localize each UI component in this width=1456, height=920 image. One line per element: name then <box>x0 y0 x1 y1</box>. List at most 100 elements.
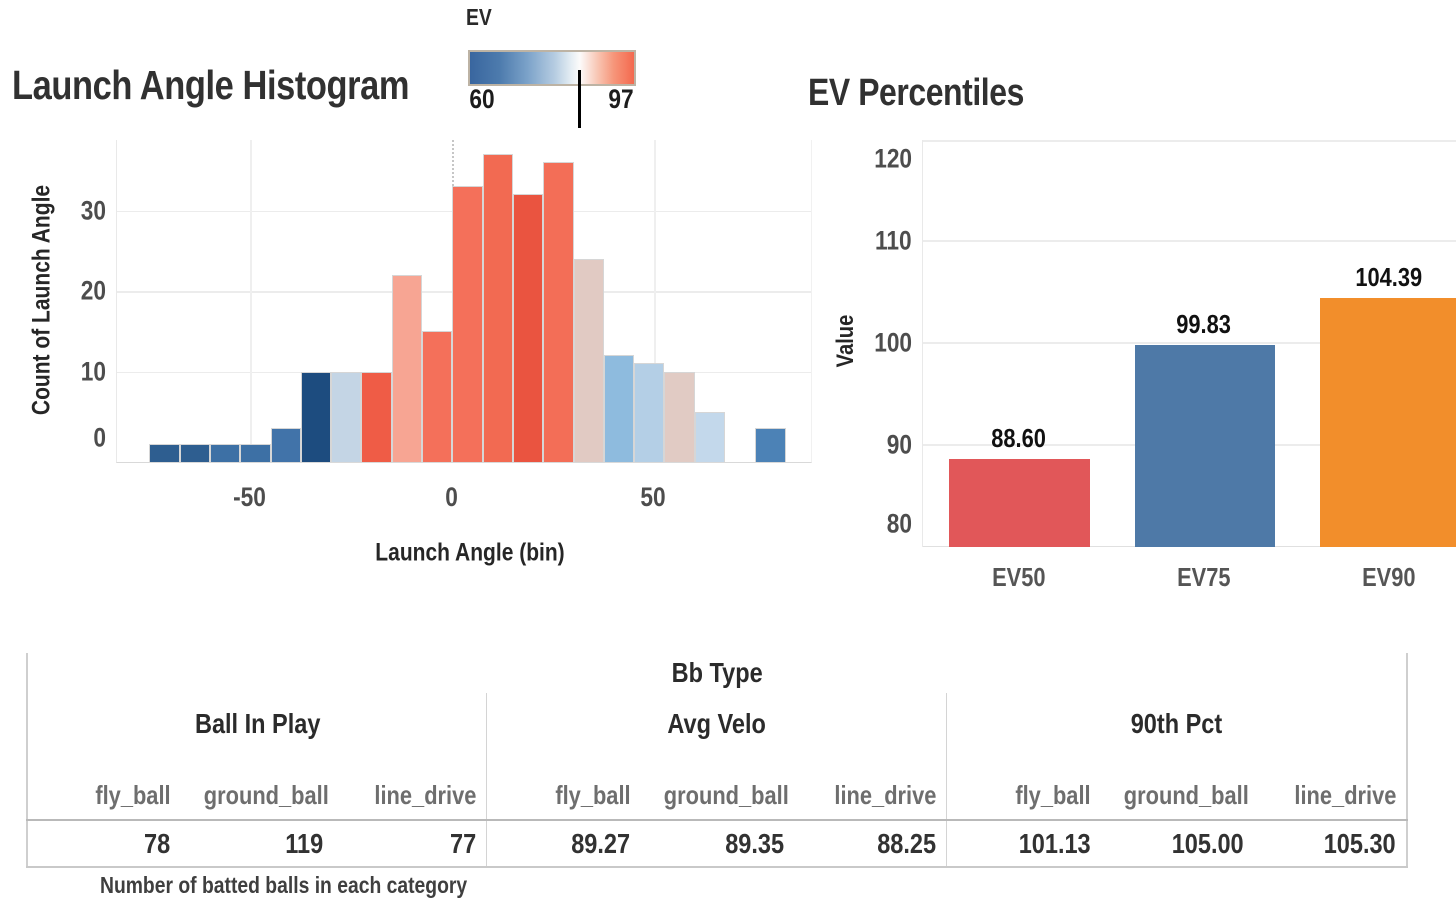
cell-value: 119 <box>180 819 334 868</box>
gridline-x--50 <box>250 140 252 462</box>
gridline-x-50 <box>654 140 656 462</box>
ev-bar-ev50 <box>949 459 1090 547</box>
ev-category-label-ev50: EV50 <box>949 562 1089 592</box>
category-text: EV90 <box>1362 562 1416 592</box>
histogram-x-tick--50: -50 <box>209 482 289 513</box>
gridline-y-100 <box>923 342 1456 344</box>
histogram-bar <box>543 162 574 462</box>
ev-bar-value-label: 88.60 <box>949 423 1089 453</box>
tick-text: 50 <box>640 482 666 512</box>
tick-text: 120 <box>874 143 912 174</box>
value-text: 99.83 <box>1176 308 1232 339</box>
gridline-y-110 <box>923 240 1456 242</box>
column-header: line_drive <box>834 780 937 810</box>
colorbar-title: EV <box>466 4 492 30</box>
column-header: ground_ball <box>664 780 790 810</box>
group-header-90th-pct: 90th Pct <box>946 693 1407 755</box>
column-header: line_drive <box>1294 780 1396 810</box>
gridline-y-120 <box>923 140 1456 142</box>
tick-text: 10 <box>80 356 106 386</box>
cell-value: 78 <box>27 819 181 868</box>
histogram-bar <box>634 363 665 462</box>
cell-value: 105.30 <box>1253 819 1407 868</box>
histogram-bar <box>694 411 726 462</box>
cell-value: 89.27 <box>486 819 641 868</box>
group-header-avg-velo: Avg Velo <box>486 693 947 755</box>
histogram-bar <box>209 443 241 462</box>
tick-text: 90 <box>886 429 912 460</box>
bb-type-table: Bb Type Ball In Play Avg Velo 90th Pct f… <box>26 653 1408 868</box>
histogram-plot-area <box>116 140 812 463</box>
histogram-bar <box>755 427 786 462</box>
histogram-bar <box>664 371 695 462</box>
column-header: ground_ball <box>1124 780 1250 810</box>
cell-value: 77 <box>333 819 487 868</box>
histogram-title: Launch Angle Histogram <box>12 62 485 109</box>
histogram-bar <box>270 427 301 462</box>
ev-colorbar-marker <box>578 70 581 128</box>
ev-bar-value-label: 104.39 <box>1319 262 1456 293</box>
category-text: EV75 <box>1177 562 1231 592</box>
value-text: 104.39 <box>1355 262 1423 293</box>
tick-text: 100 <box>874 327 912 358</box>
ev-percentiles-title: EV Percentiles <box>808 72 1024 114</box>
column-header: fly_ball <box>486 755 641 820</box>
colorbar-max-label: 97 <box>608 84 634 114</box>
table-subheader-row: fly_ball ground_ball line_drive fly_ball… <box>27 755 1407 820</box>
histogram-y-tick-30: 30 <box>40 195 106 226</box>
histogram-bar <box>573 258 604 462</box>
column-header: fly_ball <box>95 780 171 810</box>
histogram-title-text: Launch Angle Histogram <box>12 62 410 108</box>
tick-text: 110 <box>875 225 912 256</box>
ev-category-label-ev90: EV90 <box>1319 562 1456 592</box>
histogram-bar <box>331 371 362 462</box>
tick-text: -50 <box>232 482 266 512</box>
ev-category-label-ev75: EV75 <box>1134 562 1274 592</box>
histogram-bar <box>149 443 180 462</box>
ev-y-tick-100: 100 <box>846 328 912 359</box>
table-title-row: Bb Type <box>27 653 1407 693</box>
ev-y-tick-110: 110 <box>846 226 912 257</box>
cell-value: 89.35 <box>640 819 794 868</box>
ev-y-tick-80: 80 <box>846 509 912 540</box>
ev-bar-value-label: 99.83 <box>1134 308 1274 339</box>
tick-text: 80 <box>886 508 912 539</box>
histogram-y-tick-10: 10 <box>40 356 106 387</box>
histogram-bar <box>300 371 332 462</box>
column-header: ground_ball <box>204 780 330 810</box>
histogram-bar <box>603 355 635 462</box>
table-title: Bb Type <box>671 657 763 688</box>
ev-percentiles-plot-area <box>922 140 1456 547</box>
ev-y-tick-90: 90 <box>846 430 912 461</box>
group-header-ball-in-play: Ball In Play <box>194 708 320 739</box>
histogram-bar <box>391 274 423 462</box>
histogram-x-tick-0: 0 <box>411 482 491 513</box>
ev-y-tick-120: 120 <box>846 144 912 175</box>
cell-value: 88.25 <box>793 819 947 868</box>
histogram-y-tick-20: 20 <box>40 276 106 307</box>
histogram-bar <box>512 194 544 462</box>
histogram-bar <box>179 443 210 462</box>
column-header: line_drive <box>374 780 477 810</box>
histogram-bar <box>240 443 271 462</box>
table-data-row: 78 119 77 89.27 89.35 88.25 101.13 105.0… <box>27 819 1407 868</box>
table-caption: Number of batted balls in each category <box>100 872 468 898</box>
table-group-row: Ball In Play Avg Velo 90th Pct <box>27 693 1407 755</box>
tick-text: 30 <box>80 195 106 225</box>
tick-text: 20 <box>80 275 106 306</box>
column-header: fly_ball <box>946 755 1101 820</box>
histogram-y-tick-0: 0 <box>40 423 106 454</box>
cell-value: 101.13 <box>946 819 1101 868</box>
ev-colorbar-gradient <box>468 50 636 86</box>
histogram-bar <box>422 331 453 462</box>
colorbar-min-label: 60 <box>469 84 495 114</box>
histogram-bar <box>452 186 483 462</box>
histogram-x-tick-50: 50 <box>613 482 693 513</box>
tick-text: 0 <box>444 482 458 512</box>
ev-bar-ev90 <box>1320 298 1456 547</box>
cell-value: 105.00 <box>1100 819 1254 868</box>
tick-text: 0 <box>93 422 106 453</box>
ev-bar-ev75 <box>1135 344 1275 547</box>
category-text: EV50 <box>991 562 1046 592</box>
